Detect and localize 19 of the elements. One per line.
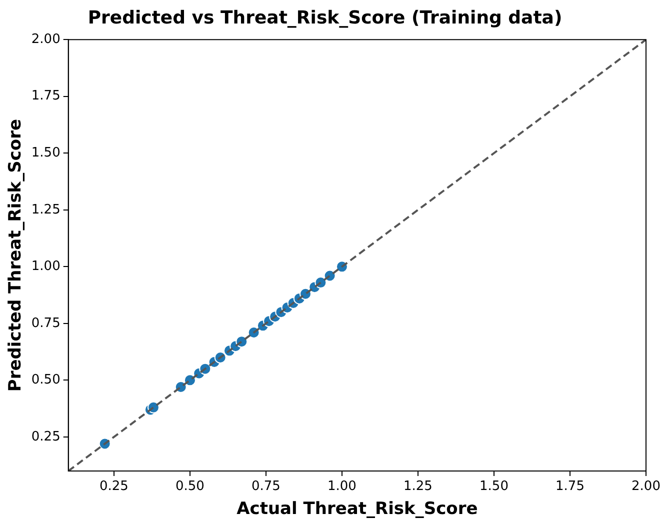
x-tick-label: 1.25 <box>404 479 432 494</box>
y-tick-label: 0.50 <box>31 372 60 388</box>
x-tick-label: 0.25 <box>99 479 128 494</box>
y-tick-label: 0.75 <box>31 316 60 331</box>
chart-title: Predicted vs Threat_Risk_Score (Training data) <box>88 7 562 28</box>
x-tick-label: 1.00 <box>327 479 356 494</box>
x-axis-title: Actual Threat_Risk_Score <box>236 499 478 520</box>
y-tick-label: 2.00 <box>31 32 60 47</box>
x-tick-label: 0.75 <box>251 479 280 494</box>
y-tick-label: 0.25 <box>31 429 60 444</box>
y-axis-title: Predicted Threat_Risk_Score <box>6 118 26 392</box>
y-tick-label: 1.00 <box>31 259 60 274</box>
y-tick-label: 1.50 <box>31 146 60 160</box>
x-tick-label: 1.50 <box>480 479 508 494</box>
y-tick-label: 1.25 <box>31 202 60 218</box>
x-tick-label: 0.50 <box>175 479 204 494</box>
x-tick-label: 1.75 <box>556 479 584 494</box>
x-tick-label: 2.00 <box>632 479 660 494</box>
y-tick-label: 1.75 <box>31 88 60 104</box>
